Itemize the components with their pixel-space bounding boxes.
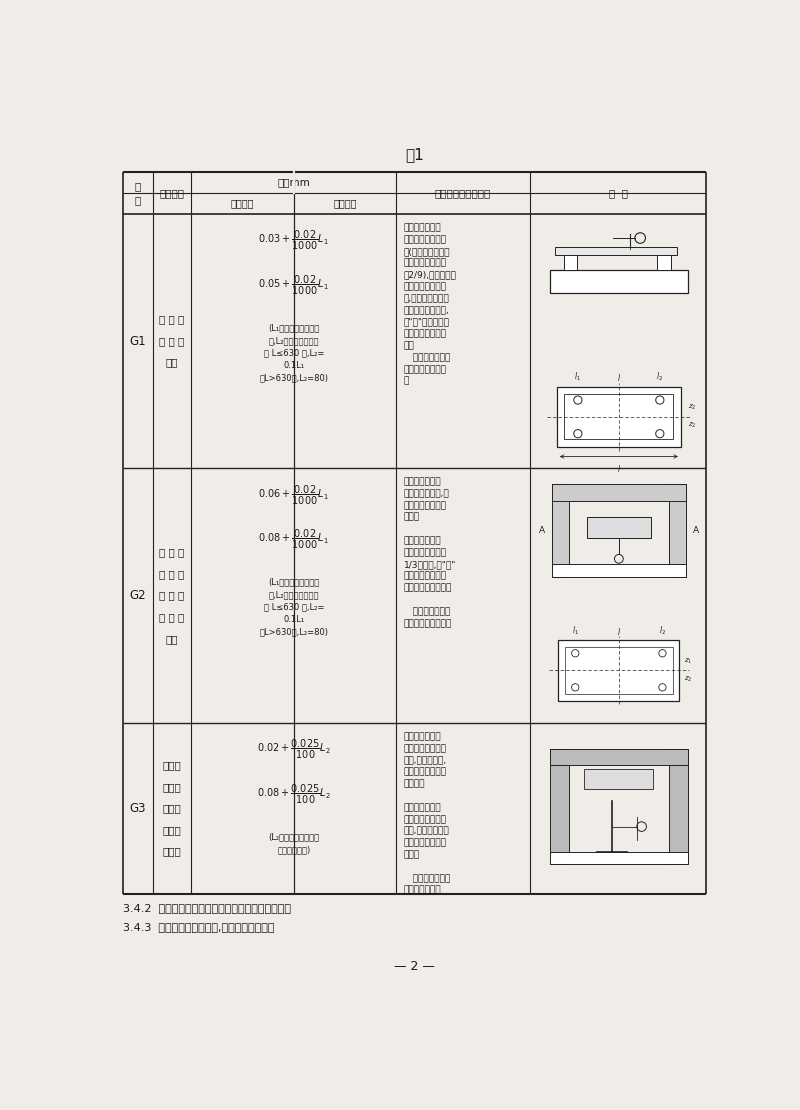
Text: $l_1$: $l_1$ [572, 625, 578, 637]
Bar [550, 852, 688, 864]
Text: $l$: $l$ [617, 372, 621, 383]
Text: $l$: $l$ [617, 626, 621, 637]
Text: 允差mm: 允差mm [278, 178, 310, 188]
Text: $0.06+\dfrac{0.02}{1000}L_1$: $0.06+\dfrac{0.02}{1000}L_1$ [258, 484, 329, 506]
Text: 面度: 面度 [166, 357, 178, 367]
Text: 台面的: 台面的 [162, 825, 182, 835]
Text: $0.05+\dfrac{0.02}{1000}L_1$: $0.05+\dfrac{0.02}{1000}L_1$ [258, 274, 329, 297]
Text: G1: G1 [130, 334, 146, 347]
Text: G3: G3 [130, 803, 146, 815]
Text: 完好标准: 完好标准 [333, 199, 357, 209]
Text: 表1: 表1 [406, 148, 424, 162]
Text: 面 的 平: 面 的 平 [159, 612, 185, 622]
Bar [551, 484, 686, 501]
Text: $l_1$: $l_1$ [574, 371, 582, 383]
Text: 垂直度: 垂直度 [162, 847, 182, 857]
Text: 工 作 台: 工 作 台 [159, 314, 185, 324]
Bar [584, 768, 654, 789]
Text: A: A [693, 526, 699, 535]
Text: (L₂表示滑块运动时的
实际检测长度): (L₂表示滑块运动时的 实际检测长度) [268, 832, 319, 854]
Text: 在工作台面上放
一平尺和指示器,使
其测头触及滑块下
平面。

当滑块在距离最
大行程的上限向下
1/3位置时,按"田"
字形在最大实际测
量长度内进行测量。
: 在工作台面上放 一平尺和指示器,使 其测头触及滑块下 平面。 当滑块在距离最 大… [404, 477, 456, 628]
Bar [551, 484, 569, 576]
Bar [551, 564, 686, 576]
Text: 检测工具和检测方法: 检测工具和检测方法 [435, 188, 491, 198]
Bar [564, 255, 578, 271]
Text: $z_2$: $z_2$ [685, 675, 693, 684]
Text: 动轨迹: 动轨迹 [162, 781, 182, 791]
Text: 序
号: 序 号 [135, 181, 141, 205]
Text: 出厂标准: 出厂标准 [231, 199, 254, 209]
Text: 检测项目: 检测项目 [159, 188, 185, 198]
Bar [658, 255, 671, 271]
Text: $0.08+\dfrac{0.025}{100}L_2$: $0.08+\dfrac{0.025}{100}L_2$ [257, 783, 330, 806]
Bar [557, 387, 681, 447]
Text: 行度: 行度 [166, 634, 178, 644]
Text: $z_1$: $z_1$ [685, 657, 693, 666]
Text: A: A [538, 526, 545, 535]
Text: $l$: $l$ [617, 463, 621, 474]
Text: 对工作: 对工作 [162, 804, 182, 814]
Bar [550, 271, 688, 293]
Text: 滑 块 下: 滑 块 下 [159, 547, 185, 557]
Bar [565, 646, 673, 694]
Bar [550, 749, 570, 864]
Bar [564, 394, 674, 440]
Bar [558, 639, 679, 700]
Text: 图  示: 图 示 [609, 188, 627, 198]
Text: $z_2$: $z_2$ [688, 422, 696, 431]
Text: 滑块运: 滑块运 [162, 760, 182, 770]
Text: 3.4.2  油嘴、油杯、油眼等不得有缺、损、堵现象。: 3.4.2 油嘴、油杯、油眼等不得有缺、损、堵现象。 [123, 904, 291, 914]
Text: 将平尺放在工作
台上的两个等高块
上(垫块置于平尺端
部距离为平尺长度
的2/9),带指示器的
表架放在工作台面
上,使指示器测头触
及平尺的检验面上,
按"田: 将平尺放在工作 台上的两个等高块 上(垫块置于平尺端 部距离为平尺长度 的2/9… [404, 223, 457, 385]
Text: $z_2$: $z_2$ [688, 403, 696, 413]
Text: (L₁为最大实际检测长
度,L₂为不检测长度。
当 L≤630 时,L₂=
0.1L₁
当L>630时,L₂=80): (L₁为最大实际检测长 度,L₂为不检测长度。 当 L≤630 时,L₂= 0.… [259, 577, 328, 636]
Text: (L₁为最大实际检测长
度,L₂为不检测长度。
当 L≤630 时,L₂=
0.1L₁
当L>630时,L₂=80): (L₁为最大实际检测长 度,L₂为不检测长度。 当 L≤630 时,L₂= 0.… [259, 323, 328, 382]
Text: 面 的 平: 面 的 平 [159, 336, 185, 346]
Text: $l_2$: $l_2$ [659, 625, 666, 637]
Text: 在工作台面上中
央处放一平尺和直
角尺,固定指示器,
使其测头触及角尺
检验面。

当滑块从最大行
程的下半段往复运
动时,在通至中心的
两相互垂直的方向
检测: 在工作台面上中 央处放一平尺和直 角尺,固定指示器, 使其测头触及角尺 检验面。… [404, 733, 450, 895]
Text: 工 作 台: 工 作 台 [159, 591, 185, 601]
Text: $0.03+\dfrac{0.02}{1000}L_1$: $0.03+\dfrac{0.02}{1000}L_1$ [258, 230, 329, 252]
Text: $0.02+\dfrac{0.025}{100}L_2$: $0.02+\dfrac{0.025}{100}L_2$ [257, 738, 330, 761]
Text: 3.4.3  润滑油品的质量油量,应符合规定要求。: 3.4.3 润滑油品的质量油量,应符合规定要求。 [123, 921, 274, 931]
Bar [555, 246, 677, 255]
Bar [669, 749, 688, 864]
Bar [550, 749, 688, 765]
Text: 平 面 对: 平 面 对 [159, 569, 185, 579]
Text: $l_2$: $l_2$ [656, 371, 663, 383]
Bar [586, 517, 651, 537]
Bar [669, 484, 686, 576]
Text: $0.08+\dfrac{0.02}{1000}L_1$: $0.08+\dfrac{0.02}{1000}L_1$ [258, 528, 329, 552]
Text: G2: G2 [130, 589, 146, 602]
Text: — 2 —: — 2 — [394, 960, 435, 972]
